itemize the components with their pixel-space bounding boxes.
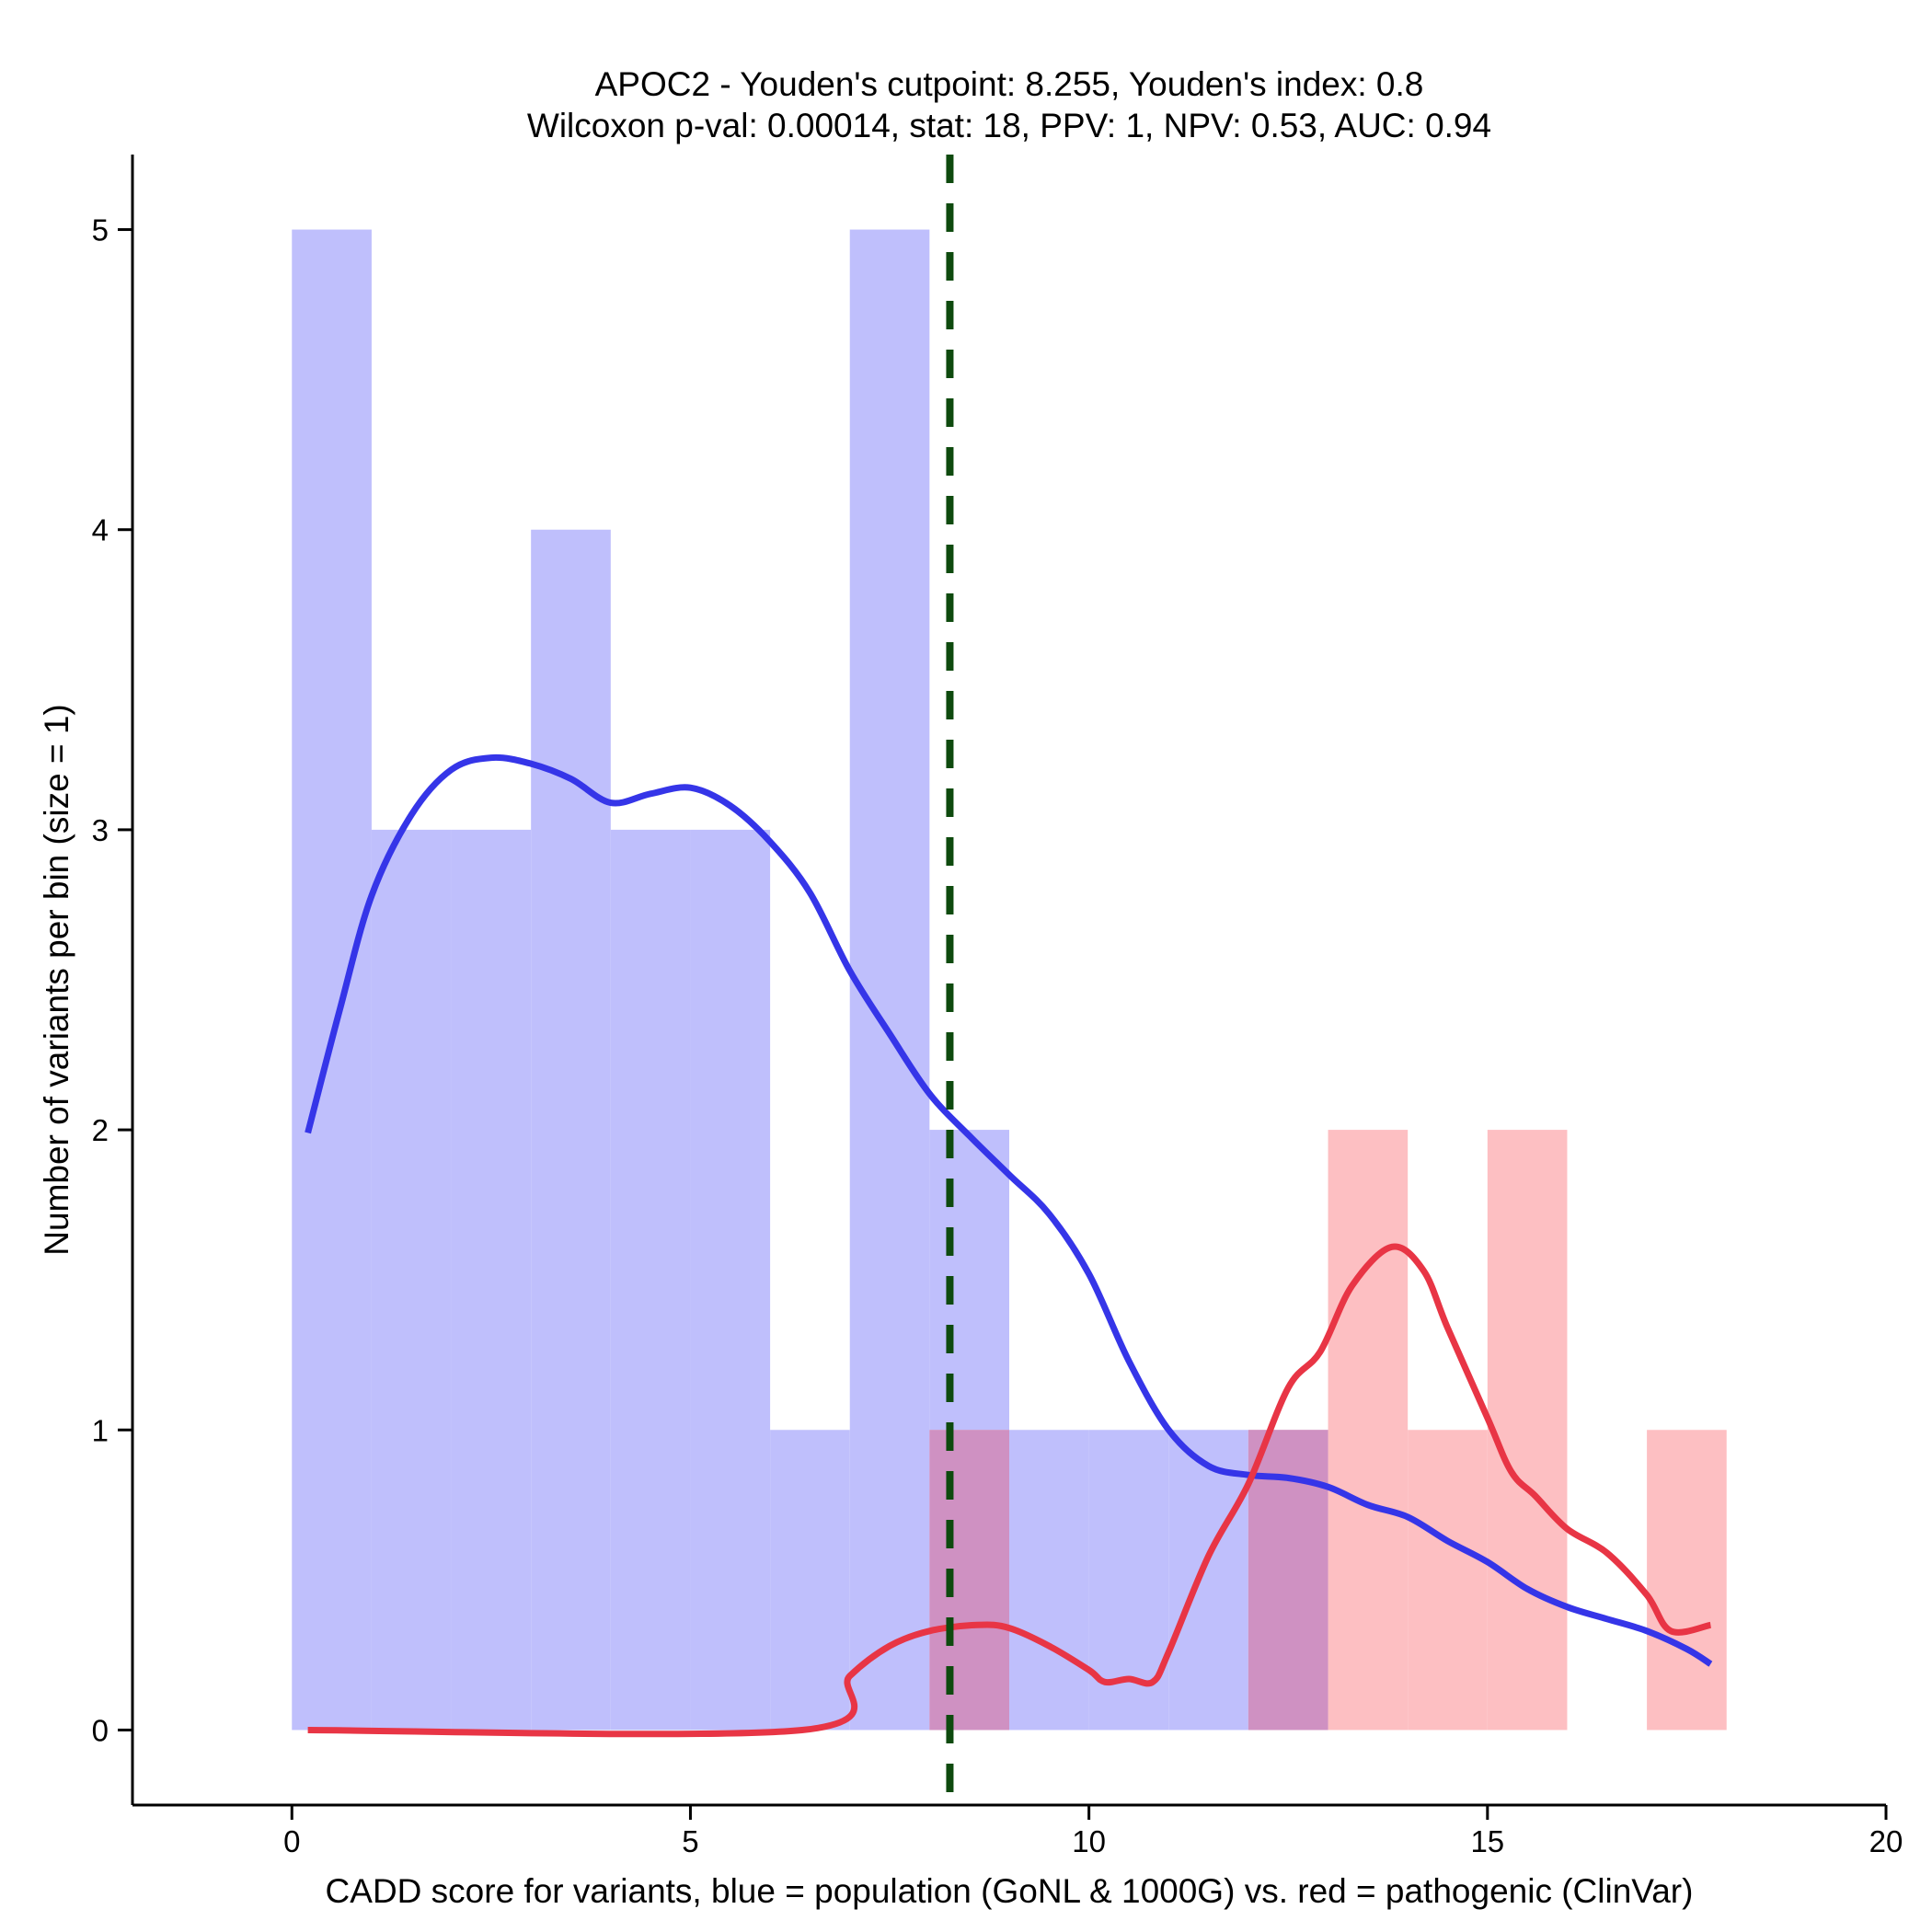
- y-tick-label-3: 3: [92, 813, 109, 847]
- bar-series1-bin-17: [1647, 1430, 1727, 1731]
- bar-series0-bin-0: [292, 229, 372, 1731]
- bar-series0-bin-3: [531, 529, 611, 1731]
- y-tick-label-5: 5: [92, 213, 109, 247]
- x-tick-label-0: 0: [283, 1824, 300, 1858]
- bar-series0-bin-4: [610, 829, 691, 1731]
- bar-series0-bin-7: [849, 229, 930, 1731]
- bar-series0-bin-10: [1088, 1430, 1169, 1731]
- x-tick-label-20: 20: [1869, 1824, 1903, 1858]
- x-axis-title: CADD score for variants, blue = populati…: [326, 1872, 1694, 1910]
- bar-series0-bin-6: [770, 1430, 850, 1731]
- density-curves: [305, 753, 1713, 1738]
- chart-title: APOC2 - Youden's cutpoint: 8.255, Youden…: [595, 65, 1424, 103]
- bar-series1-bin-14: [1408, 1430, 1488, 1731]
- x-tick-label-10: 10: [1072, 1824, 1106, 1858]
- chart-subtitle: Wilcoxon p-val: 0.00014, stat: 18, PPV: …: [527, 107, 1491, 144]
- density-line-series1: [307, 1243, 1712, 1738]
- y-tick-label-0: 0: [92, 1713, 109, 1747]
- y-tick-label-2: 2: [92, 1113, 109, 1147]
- bar-series1-bin-15: [1487, 1130, 1568, 1731]
- bar-series0-bin-2: [451, 829, 532, 1731]
- density-line-series0: [305, 753, 1713, 1667]
- x-tick-label-5: 5: [682, 1824, 698, 1858]
- overlap-bar-bin-8: [929, 1430, 1009, 1731]
- y-tick-label-4: 4: [92, 513, 109, 547]
- bar-series0-bin-9: [1009, 1430, 1089, 1731]
- bar-series1-bin-13: [1328, 1130, 1409, 1731]
- y-tick-label-1: 1: [92, 1413, 109, 1447]
- y-axis-title: Number of variants per bin (size = 1): [38, 704, 75, 1255]
- bar-series0-bin-11: [1168, 1430, 1248, 1731]
- x-tick-label-15: 15: [1470, 1824, 1504, 1858]
- axes: 0 5 10 15 20 0 1 2 3 4 5: [92, 155, 1903, 1858]
- bar-series0-bin-1: [371, 829, 452, 1731]
- bar-series0-bin-5: [690, 829, 771, 1731]
